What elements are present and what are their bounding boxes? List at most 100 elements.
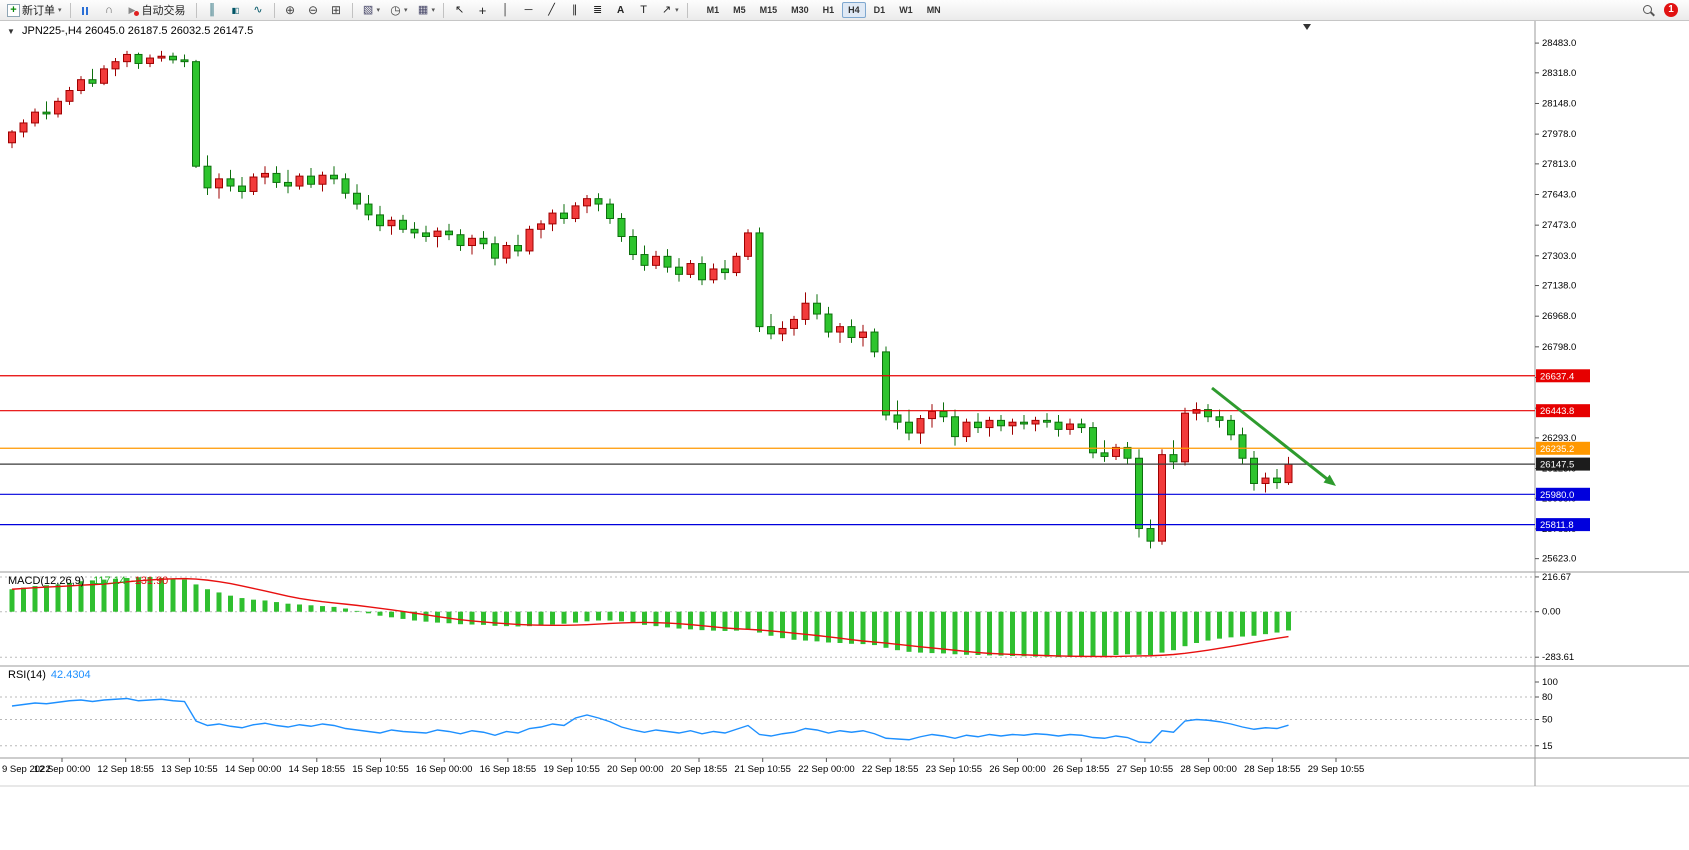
notification-badge[interactable]: 1 [1664, 3, 1678, 17]
new-chart-button[interactable]: ▾ [358, 1, 384, 19]
candle-body [1054, 421, 1063, 430]
chart-area[interactable]: 28483.0 28318.0 28148.0 27978.0 27813.0 27643… [0, 20, 1689, 850]
timeframe-h1[interactable]: H1 [822, 5, 835, 15]
right-shift-marker[interactable] [1303, 24, 1311, 30]
candle-body [1008, 421, 1017, 427]
candle-body [859, 331, 867, 338]
profiles-button[interactable]: ▾ [385, 1, 411, 19]
one-click-trading-arrow[interactable]: ▼ [7, 27, 15, 36]
price-badge-label: 25811.8 [1540, 520, 1574, 531]
market-watch-button[interactable] [76, 1, 97, 19]
macd-pane[interactable] [0, 572, 1535, 666]
timeframe-h4[interactable]: H4 [842, 2, 866, 18]
zoom-in-button[interactable] [280, 1, 301, 19]
arrows-button[interactable]: ▾ [656, 1, 682, 19]
candle-body [169, 55, 177, 61]
bar-chart-button[interactable] [202, 1, 223, 19]
time-axis-label: 28 Sep 18:55 [1244, 764, 1301, 775]
candle-body [88, 79, 97, 84]
timeframe-mn[interactable]: MN [926, 5, 941, 15]
zoom-out-button[interactable] [303, 1, 324, 19]
trendline-button[interactable] [541, 1, 562, 19]
macd-main-value: -117.14 [89, 575, 126, 587]
autotrading-button[interactable]: 自动交易 [122, 1, 191, 19]
text-button[interactable] [610, 1, 631, 19]
vertical-line-button[interactable] [495, 1, 516, 19]
crosshair-icon [475, 3, 490, 18]
candle-body [744, 232, 752, 257]
tile-windows-button[interactable] [326, 1, 347, 19]
price-axis-label: 27303.0 [1542, 251, 1576, 262]
new-order-button[interactable]: 新订单▾ [4, 1, 65, 19]
candle-body [445, 230, 453, 236]
trend-arrow-head [1323, 474, 1336, 486]
price-badge-label: 26235.2 [1540, 444, 1574, 455]
candle-body [146, 57, 154, 64]
fibonacci-button[interactable] [587, 1, 608, 19]
candle-body [1146, 528, 1155, 542]
candle-body [54, 100, 62, 115]
candle-body [790, 318, 798, 329]
candle-body [882, 351, 890, 416]
candle-body [629, 236, 637, 256]
candle-body [675, 266, 683, 275]
zoomout-icon [306, 3, 321, 18]
toolbar-separator [443, 2, 445, 18]
toolbar-separator [273, 2, 275, 18]
macd-signal-line [11, 577, 1289, 658]
price-badge [1536, 457, 1590, 471]
price-badge [1536, 487, 1590, 501]
candle-body [928, 410, 936, 420]
candle-body [836, 326, 844, 333]
cursor-button[interactable] [449, 1, 470, 19]
search-icon[interactable] [1641, 3, 1656, 18]
rsi-pane[interactable] [0, 666, 1535, 758]
timeframe-m30[interactable]: M30 [791, 5, 809, 15]
timeframe-d1[interactable]: D1 [873, 5, 886, 15]
candle-body [1112, 446, 1120, 457]
toolbar-separator [351, 2, 353, 18]
candle-body [502, 245, 511, 259]
candle-body [870, 331, 879, 353]
price-axis-label: 28318.0 [1542, 68, 1576, 79]
crosshair-button[interactable] [472, 1, 493, 19]
macd-axis-label: 0.00 [1542, 607, 1561, 618]
price-badge [1536, 369, 1590, 383]
timeframe-m5[interactable]: M5 [733, 5, 746, 15]
channel-button[interactable] [564, 1, 585, 19]
candlesticks-icon [228, 3, 243, 18]
candle-body [1204, 409, 1212, 418]
toolbar-separator [195, 2, 197, 18]
candle-body [399, 219, 407, 230]
time-axis-label: 22 Sep 18:55 [862, 764, 919, 775]
trendline-icon [544, 3, 559, 18]
templates-button[interactable]: ▾ [413, 1, 439, 19]
timeframe-m1[interactable]: M1 [706, 5, 720, 15]
mw-icon [79, 3, 94, 18]
candle-body [77, 79, 85, 92]
news-button[interactable] [99, 1, 120, 19]
trend-arrow-object[interactable] [1211, 386, 1331, 483]
time-axis-label: 27 Sep 10:55 [1117, 764, 1174, 775]
candle-body [1284, 463, 1293, 484]
candle-body [951, 416, 959, 438]
candlestick-chart-button[interactable] [225, 1, 246, 19]
text-label-button[interactable] [633, 1, 654, 19]
horizontal-line-button[interactable] [518, 1, 539, 19]
time-axis-label: 16 Sep 18:55 [480, 764, 537, 775]
macd-name: MACD(12,26,9) [8, 575, 85, 587]
candle-body [767, 326, 775, 335]
candle-body [617, 217, 626, 238]
timeframe-w1[interactable]: W1 [899, 5, 913, 15]
candle-body [698, 263, 706, 281]
price-badge [1536, 441, 1590, 455]
timeframe-m15[interactable]: M15 [759, 5, 778, 15]
candle-body [755, 232, 764, 328]
main-chart-pane[interactable] [0, 20, 1535, 572]
line-chart-button[interactable] [248, 1, 269, 19]
candle-body [387, 219, 396, 227]
candle-body [376, 214, 384, 227]
rsi-name: RSI(14) [8, 669, 46, 681]
candle-body [1043, 419, 1051, 423]
rsi-value: 42.4304 [50, 669, 91, 681]
